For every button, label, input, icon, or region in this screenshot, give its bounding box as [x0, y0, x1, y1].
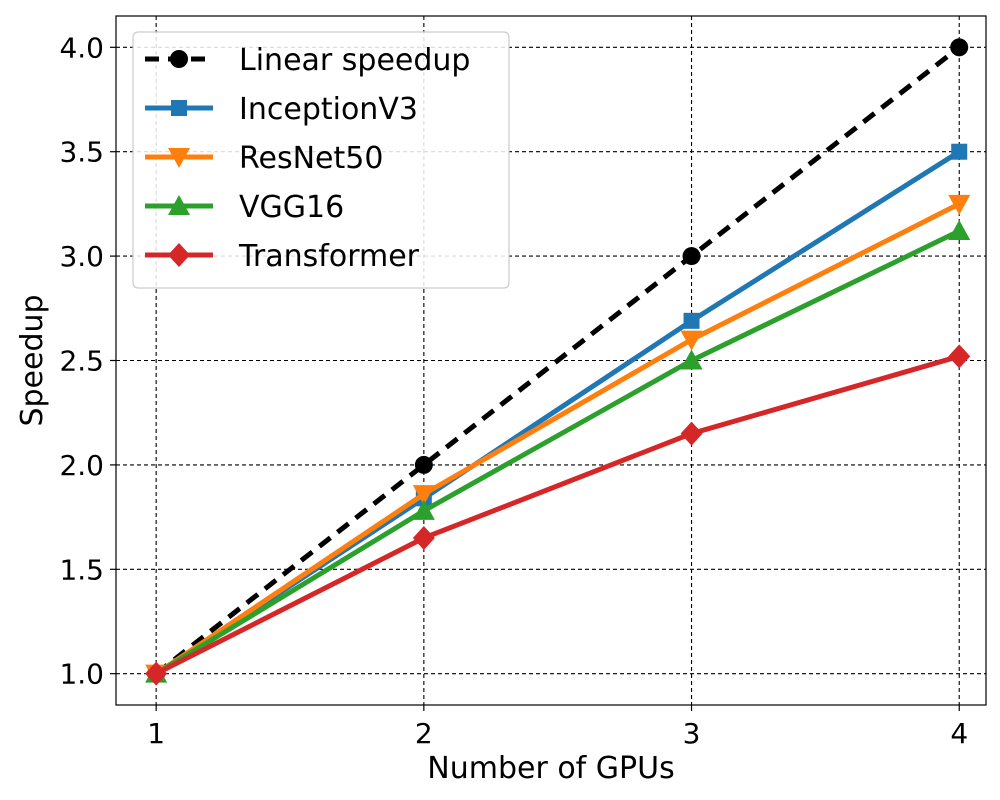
data-point [682, 247, 701, 266]
x-tick-label: 3 [683, 717, 701, 750]
y-tick-label: 3.5 [59, 136, 104, 169]
data-point [412, 485, 435, 506]
y-tick-label: 1.0 [59, 658, 104, 691]
legend-box [132, 31, 510, 289]
series-4 [145, 344, 971, 686]
x-tick-label: 1 [147, 717, 165, 750]
x-axis-label: Number of GPUs [427, 751, 674, 786]
y-tick-label: 2.0 [59, 449, 104, 482]
series-lines [145, 38, 971, 686]
data-point [683, 312, 700, 329]
legend-marker [170, 50, 188, 68]
legend-item: Linear speedup [145, 43, 470, 78]
legend-label: Linear speedup [239, 43, 470, 78]
series-line [154, 201, 961, 676]
data-point [951, 143, 968, 160]
data-point [145, 661, 168, 686]
y-tick-label: 1.5 [59, 553, 104, 586]
legend-marker [168, 243, 190, 267]
y-tick-label: 2.5 [59, 345, 104, 378]
legend-item: InceptionV3 [145, 92, 418, 127]
legend-item: Transformer [145, 239, 420, 274]
legend-label: InceptionV3 [239, 92, 418, 127]
data-point [948, 344, 971, 369]
legend: Linear speedup InceptionV3 ResNet50 VGG16 Tr… [132, 31, 510, 289]
y-axis-label: Speedup [15, 294, 50, 426]
series-3 [145, 220, 971, 683]
legend-label: ResNet50 [239, 141, 383, 176]
series-line [154, 45, 961, 676]
data-point [412, 499, 435, 520]
legend-item: ResNet50 [145, 141, 383, 176]
x-tick-label: 4 [950, 717, 968, 750]
data-point [680, 330, 703, 351]
axis-ticks: 1 2 3 4 1.0 1.5 2.0 2.5 3.0 3.5 4.0 [59, 31, 968, 750]
x-tick-label: 2 [415, 717, 433, 750]
series-line [154, 228, 961, 676]
legend-marker [171, 100, 187, 116]
data-point [414, 455, 433, 474]
legend-item: VGG16 [145, 190, 344, 225]
data-point [948, 194, 971, 215]
series-line [155, 353, 960, 676]
legend-label: Transformer [238, 239, 420, 274]
data-point [412, 525, 435, 550]
legend-marker [168, 195, 190, 215]
legend-marker [168, 148, 190, 168]
y-tick-label: 4.0 [59, 31, 104, 64]
data-point [680, 349, 703, 370]
legend-label: VGG16 [239, 190, 344, 225]
data-point [680, 421, 703, 446]
data-point [948, 220, 971, 241]
data-point [950, 38, 969, 57]
y-tick-label: 3.0 [59, 240, 104, 273]
